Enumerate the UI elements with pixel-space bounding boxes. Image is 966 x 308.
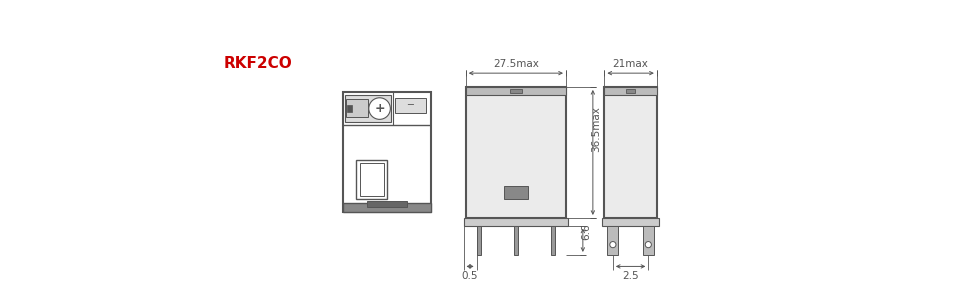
- Bar: [367, 201, 408, 207]
- Bar: [343, 92, 431, 212]
- Bar: [503, 185, 528, 200]
- Bar: [347, 105, 352, 111]
- Bar: [605, 87, 657, 218]
- Text: 0.5: 0.5: [462, 271, 478, 281]
- Bar: [476, 225, 481, 255]
- Bar: [395, 98, 426, 113]
- Bar: [347, 99, 368, 117]
- Bar: [466, 87, 566, 218]
- Text: RKF2CO: RKF2CO: [223, 56, 293, 71]
- Text: 36.5max: 36.5max: [591, 107, 601, 152]
- Text: 21max: 21max: [612, 59, 648, 69]
- Bar: [602, 218, 659, 225]
- Bar: [343, 203, 431, 212]
- Bar: [514, 225, 518, 255]
- Text: ─: ─: [408, 100, 413, 111]
- Text: +: +: [374, 102, 384, 115]
- Bar: [605, 87, 657, 95]
- Bar: [464, 218, 568, 225]
- Circle shape: [645, 241, 651, 248]
- Bar: [626, 88, 636, 93]
- Text: 6.6: 6.6: [581, 224, 591, 240]
- Text: 27.5max: 27.5max: [493, 59, 539, 69]
- Bar: [359, 163, 384, 196]
- Circle shape: [610, 241, 616, 248]
- Bar: [643, 225, 654, 255]
- Bar: [551, 225, 555, 255]
- Bar: [510, 88, 522, 93]
- Bar: [466, 87, 566, 95]
- Bar: [345, 95, 391, 122]
- Text: 2.5: 2.5: [622, 271, 639, 281]
- Circle shape: [369, 98, 390, 120]
- Bar: [608, 225, 618, 255]
- Bar: [356, 160, 387, 199]
